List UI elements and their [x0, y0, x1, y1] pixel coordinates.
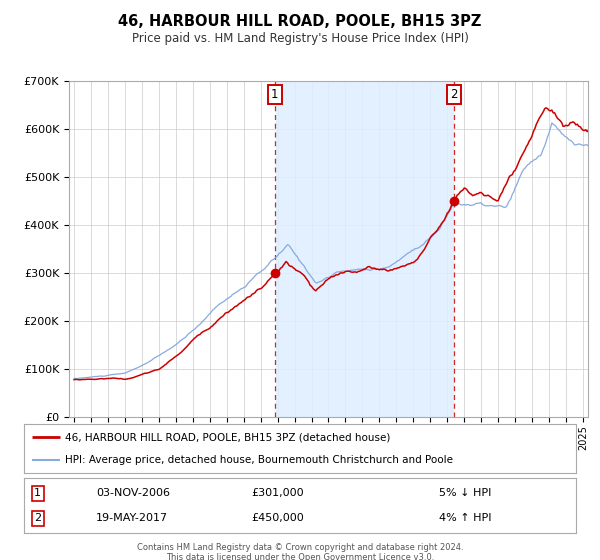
Text: 2: 2	[34, 514, 41, 523]
Text: Price paid vs. HM Land Registry's House Price Index (HPI): Price paid vs. HM Land Registry's House …	[131, 32, 469, 45]
Text: 19-MAY-2017: 19-MAY-2017	[96, 514, 168, 523]
Text: Contains HM Land Registry data © Crown copyright and database right 2024.: Contains HM Land Registry data © Crown c…	[137, 543, 463, 552]
Text: 46, HARBOUR HILL ROAD, POOLE, BH15 3PZ (detached house): 46, HARBOUR HILL ROAD, POOLE, BH15 3PZ (…	[65, 432, 391, 442]
Text: 2: 2	[450, 88, 457, 101]
Text: HPI: Average price, detached house, Bournemouth Christchurch and Poole: HPI: Average price, detached house, Bour…	[65, 455, 454, 465]
Text: This data is licensed under the Open Government Licence v3.0.: This data is licensed under the Open Gov…	[166, 553, 434, 560]
Text: 46, HARBOUR HILL ROAD, POOLE, BH15 3PZ: 46, HARBOUR HILL ROAD, POOLE, BH15 3PZ	[118, 14, 482, 29]
Text: 5% ↓ HPI: 5% ↓ HPI	[439, 488, 492, 498]
Text: 03-NOV-2006: 03-NOV-2006	[96, 488, 170, 498]
Text: 4% ↑ HPI: 4% ↑ HPI	[439, 514, 492, 523]
Text: £301,000: £301,000	[251, 488, 304, 498]
Text: £450,000: £450,000	[251, 514, 304, 523]
Text: 1: 1	[271, 88, 278, 101]
Text: 1: 1	[34, 488, 41, 498]
